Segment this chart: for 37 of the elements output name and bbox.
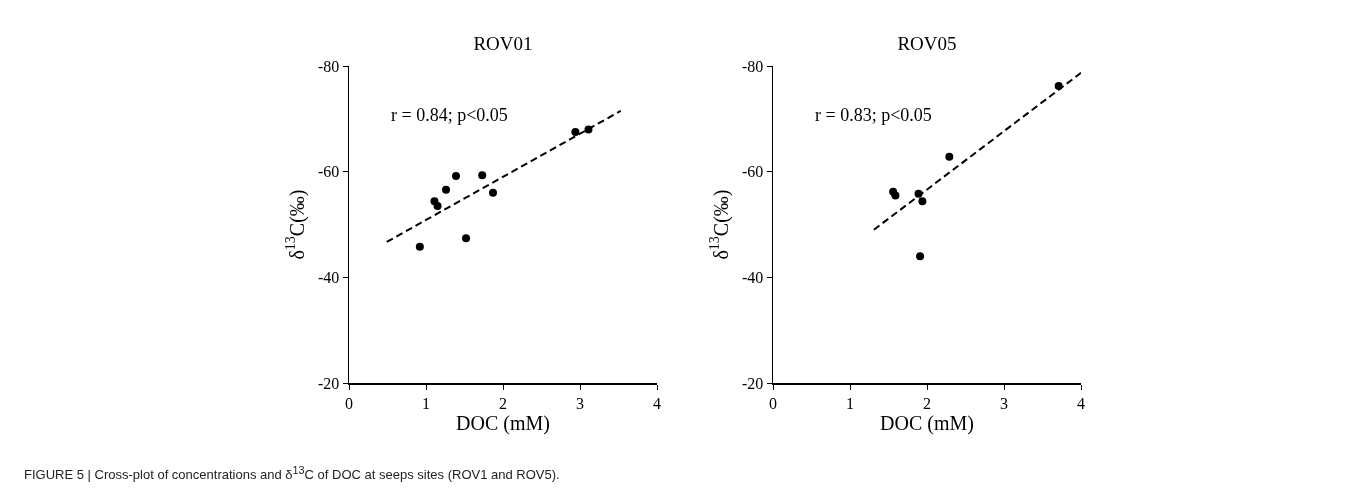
- y-tick-label: -20: [741, 374, 764, 392]
- point: [945, 152, 954, 161]
- point: [433, 202, 442, 211]
- point: [478, 171, 487, 180]
- y-tick-label: -80: [317, 57, 340, 75]
- x-tick-label: 2: [923, 394, 931, 412]
- y-tick-label: -60: [317, 163, 340, 181]
- x-axis-title: DOC (mM): [456, 411, 550, 435]
- point: [442, 185, 451, 194]
- x-tick-label: 4: [1077, 394, 1085, 412]
- point: [571, 128, 580, 137]
- x-tick-label: 0: [769, 394, 777, 412]
- y-tick-label: -40: [317, 268, 340, 286]
- y-tick-label: -80: [741, 57, 764, 75]
- point: [488, 188, 497, 197]
- x-tick-label: 2: [499, 394, 507, 412]
- point: [415, 242, 424, 251]
- point: [462, 234, 471, 243]
- x-tick-label: 1: [846, 394, 854, 412]
- chart-title: ROV05: [897, 33, 957, 55]
- x-axis-title: DOC (mM): [880, 411, 974, 435]
- point: [891, 191, 900, 200]
- point: [918, 197, 927, 206]
- y-tick-label: -20: [317, 374, 340, 392]
- x-tick-label: 0: [345, 394, 353, 412]
- point: [916, 252, 925, 261]
- x-tick-label: 3: [576, 394, 584, 412]
- annotation: r = 0.84; p<0.05: [391, 105, 508, 125]
- y-tick-label: -40: [741, 268, 764, 286]
- x-tick-label: 3: [1000, 394, 1008, 412]
- caption: FIGURE 5 | Cross-plot of concentrations and δ$^{13}$C of DOC at seeps sites (ROV1 and ROV5).: [24, 464, 560, 483]
- annotation: r = 0.83; p<0.05: [815, 105, 932, 125]
- y-tick-label: -60: [741, 163, 764, 181]
- chart-title: ROV01: [473, 33, 533, 55]
- point: [452, 171, 461, 180]
- x-tick-label: 1: [422, 394, 430, 412]
- x-tick-label: 4: [653, 394, 661, 412]
